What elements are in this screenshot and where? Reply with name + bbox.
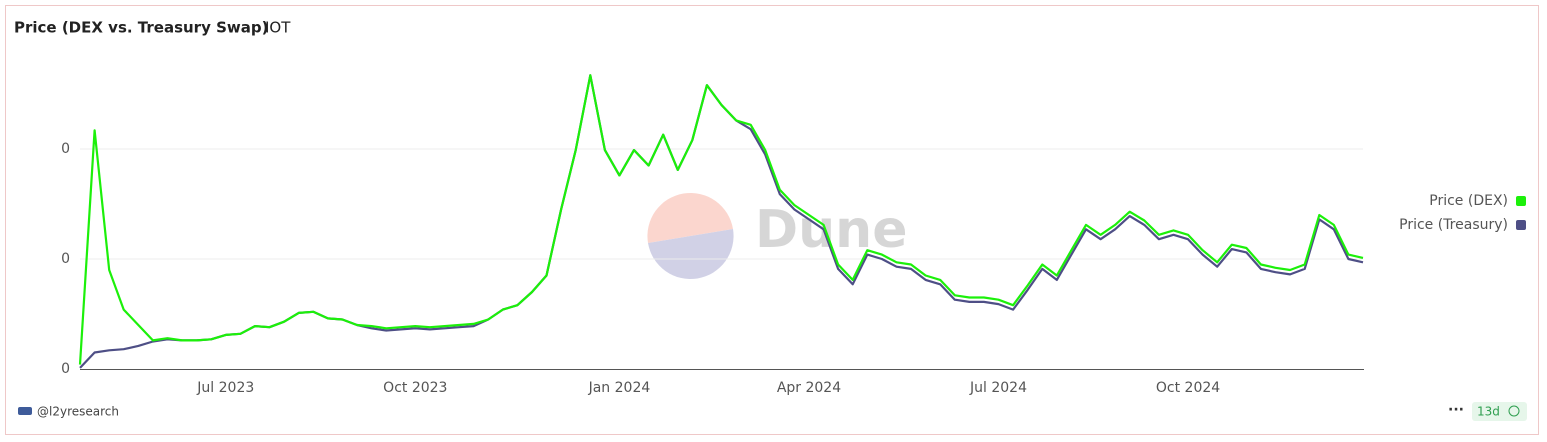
- author: @l2yresearch: [37, 405, 119, 419]
- legend-label: Price (DEX): [1429, 193, 1508, 209]
- chart-subtitle: IOT: [265, 19, 291, 37]
- card: [5, 5, 1539, 435]
- age: 13d: [1477, 405, 1500, 419]
- author-icon: [18, 407, 32, 415]
- legend-swatch: [1516, 196, 1526, 206]
- x-tick-label: Jul 2024: [969, 380, 1027, 396]
- y-tick-label: 0: [61, 251, 70, 267]
- series-line: [78, 74, 1364, 365]
- y-tick-label: 0: [61, 141, 70, 157]
- y-tick-label: 0: [61, 361, 70, 377]
- x-tick-label: Oct 2023: [383, 380, 447, 396]
- x-tick-label: Apr 2024: [777, 380, 841, 396]
- legend-swatch: [1516, 220, 1526, 230]
- x-tick-label: Jan 2024: [588, 380, 651, 396]
- chart-title: Price (DEX vs. Treasury Swap): [14, 19, 268, 37]
- watermark: Dune: [647, 192, 907, 280]
- x-tick-label: Oct 2024: [1156, 380, 1220, 396]
- more-button[interactable]: ···: [1448, 402, 1464, 418]
- x-tick-label: Jul 2023: [196, 380, 254, 396]
- age-icon: [1508, 405, 1520, 417]
- legend-label: Price (Treasury): [1399, 217, 1508, 233]
